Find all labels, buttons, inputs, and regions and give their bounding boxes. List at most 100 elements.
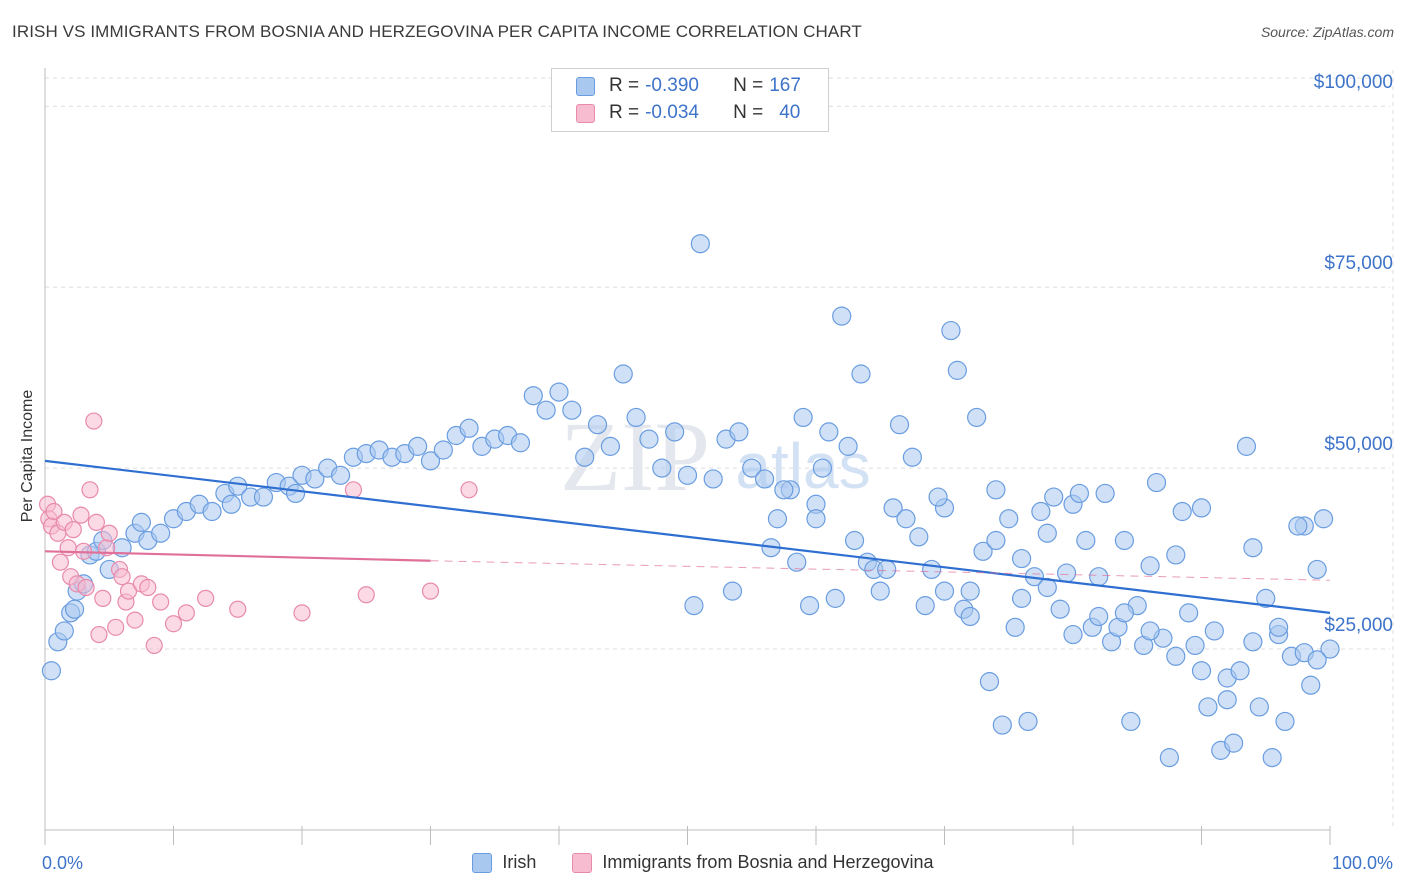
point-irish [1140,621,1160,641]
point-irish [703,469,723,489]
point-irish [1031,501,1051,522]
trend-bosnia [44,550,431,562]
point-bosnia [100,524,118,542]
point-irish [536,400,556,420]
series-name-bosnia: Immigrants from Bosnia and Herzegovina [602,852,934,872]
point-irish [947,360,967,380]
point-bosnia [145,636,163,655]
point-irish [1301,675,1321,695]
point-irish [1307,559,1327,580]
point-irish [54,621,74,641]
series-legend-irish[interactable]: Irish [472,852,536,873]
point-irish [793,407,813,428]
chart-source: Source: ZipAtlas.com [1260,24,1394,40]
point-irish [305,469,325,489]
point-irish [979,672,1000,692]
point-irish [902,447,922,467]
point-irish [960,606,980,627]
point-irish [1224,733,1244,753]
point-irish [986,530,1006,551]
point-bosnia [64,521,82,539]
point-irish [510,433,531,453]
y-tick-label: $25,000 [1324,615,1393,636]
point-irish [1204,621,1224,641]
legend-row-bosnia: R = -0.034 N = 40 [576,101,800,125]
point-irish [967,407,987,428]
point-irish [1011,588,1032,608]
series-name-irish: Irish [502,852,537,872]
point-irish [665,422,685,442]
point-bosnia [357,586,375,604]
point-irish [575,447,595,467]
point-irish [877,559,897,580]
point-irish [999,509,1019,529]
legend-r-value: -0.390 [645,75,699,96]
y-tick-label: $50,000 [1324,434,1393,455]
series-legend-bosnia[interactable]: Immigrants from Bosnia and Herzegovina [572,852,934,873]
point-irish [562,400,582,420]
point-bosnia [126,611,144,629]
point-irish [523,386,543,406]
point-irish [1313,509,1334,529]
point-bosnia [94,589,112,607]
point-bosnia [460,481,478,499]
point-irish [986,480,1006,500]
point-irish [1114,603,1135,623]
point-bosnia [119,582,138,600]
point-irish [1217,690,1237,710]
y-tick-label: $75,000 [1324,253,1393,274]
point-irish [1146,472,1167,493]
point-bosnia [177,604,195,622]
point-irish [652,458,672,478]
point-irish [600,436,621,456]
legend-n-value: 40 [779,102,801,123]
legend-swatch-bosnia [576,103,595,123]
point-irish [1198,697,1218,717]
point-irish [787,552,807,572]
legend-row-irish: R = -0.390 N = 167 [576,74,801,98]
point-bosnia [152,593,170,611]
point-irish [626,407,646,428]
tick-labels: $25,000 $50,000 $75,000 $100,000 0.0% 100.0% [42,72,1393,873]
data-points [38,234,1340,768]
point-irish [922,559,942,580]
point-bosnia [344,481,362,499]
point-irish [819,422,839,442]
point-irish [64,599,85,619]
point-irish [742,458,762,478]
point-irish [992,715,1012,735]
point-bosnia [293,604,311,622]
series-legend: Irish Immigrants from Bosnia and Herzego… [0,852,1406,873]
point-irish [1044,487,1064,507]
point-bosnia [139,578,157,597]
point-irish [1230,661,1250,681]
point-bosnia [421,582,440,600]
point-irish [1262,748,1282,768]
point-irish [1243,632,1263,652]
point-bosnia [45,502,63,521]
point-bosnia [85,412,103,430]
point-irish [1011,548,1032,569]
point-irish [909,527,929,547]
point-irish [825,588,845,608]
point-irish [228,476,248,496]
trend-irish [44,459,1331,614]
legend-n-label: N = [733,75,764,96]
point-irish [1005,617,1025,637]
point-bosnia [72,506,90,524]
y-tick-label: $100,000 [1314,72,1393,93]
point-irish [1320,639,1340,659]
point-irish [202,501,222,522]
point-bosnia [81,481,99,499]
point-irish [1236,436,1257,456]
x-tick-label: 0.0% [42,853,83,873]
legend-r-value: -0.034 [645,102,699,123]
legend-r-label: R = [609,75,640,96]
point-irish [1037,523,1057,543]
point-irish [883,498,903,518]
point-irish [1275,711,1295,732]
point-irish [1307,650,1327,670]
point-irish [549,382,569,402]
legend-n-value: 167 [769,75,801,96]
